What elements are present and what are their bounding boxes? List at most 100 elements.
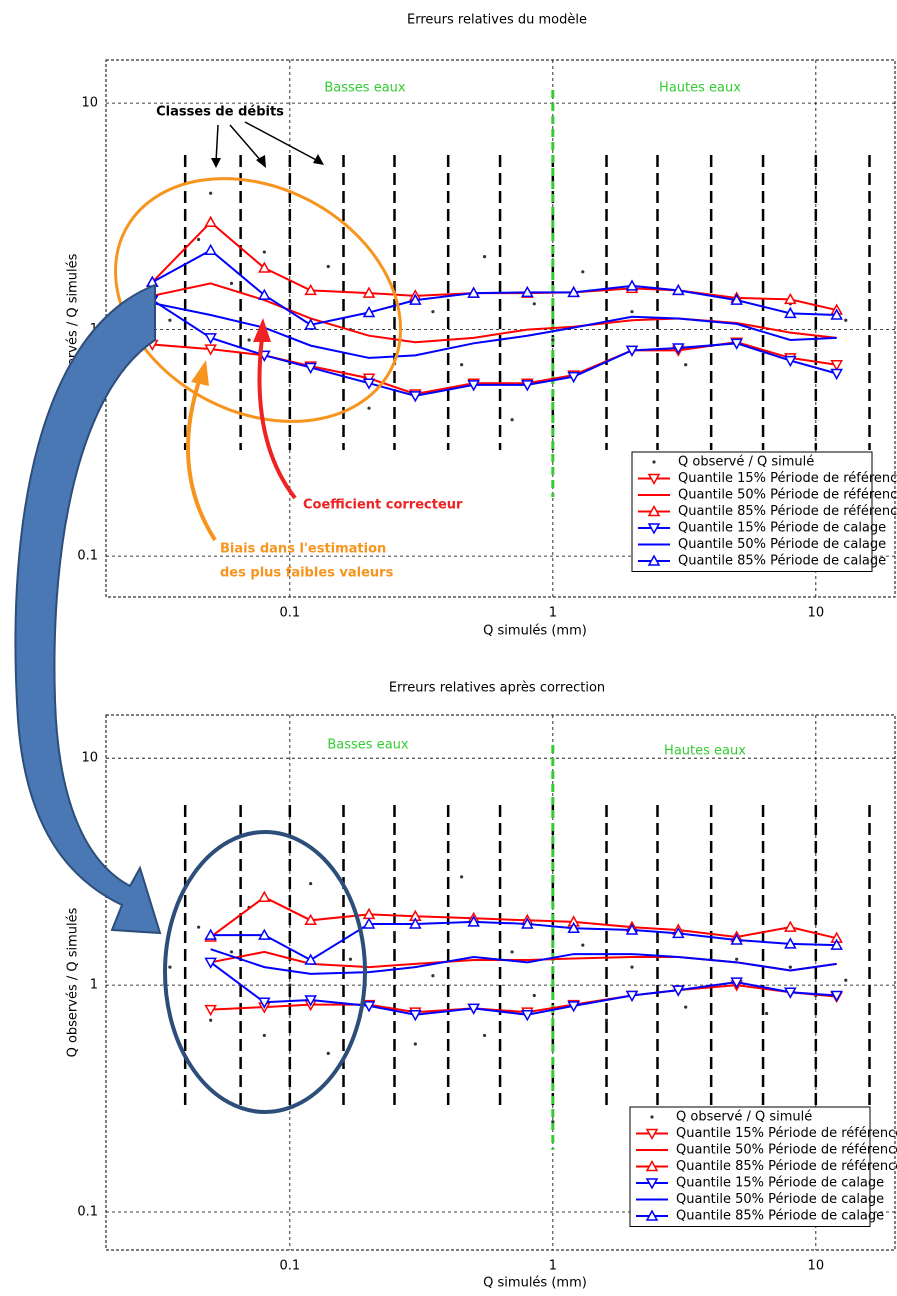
marker [204,957,217,969]
marker [467,286,480,298]
marker [204,243,217,256]
marker [645,1178,659,1190]
marker [645,1128,659,1141]
marker [567,1001,580,1013]
marker [647,554,661,566]
marker [521,285,534,298]
marker [362,1001,376,1013]
marker [258,928,271,940]
marker [784,937,797,949]
annotation: Coefficient correcteur [303,498,463,513]
marker [672,985,685,997]
point [209,191,213,195]
marker [258,261,271,273]
marker [467,380,480,392]
point [532,302,536,306]
legend-label: Quantile 50% Période de référence [678,488,897,503]
y-tick-label: 0.1 [77,1204,98,1219]
point [460,875,464,879]
y-tick-label: 10 [81,751,98,766]
legend-label: Quantile 15% Période de calage [678,521,886,536]
highlight-ellipse [163,830,367,1114]
point [247,338,251,342]
legend-label: Quantile 85% Période de référence [678,504,897,519]
point [229,281,234,285]
legend-label: Quantile 15% Période de référence [678,471,897,486]
legend-label: Q observé / Q simulé [678,455,814,470]
marker [730,933,743,945]
marker [258,997,271,1009]
point [326,1051,330,1055]
point [844,978,848,982]
point [684,363,688,367]
x-tick-label: 0.1 [279,1259,300,1274]
marker [647,523,661,535]
marker [204,1004,217,1017]
point [655,281,660,285]
point [288,302,292,306]
quantile-line [152,302,837,359]
marker [784,292,797,305]
point [229,950,234,954]
marker [567,285,580,298]
point [532,993,536,998]
curved-arrow [14,283,162,935]
marker [362,305,376,318]
arrow-heads [211,154,324,168]
point [604,1018,609,1022]
marker [672,926,685,939]
point [604,378,609,382]
marker [784,987,797,999]
legend-label: Quantile 85% Période de référence [676,1159,897,1174]
point [197,237,201,242]
point [655,937,660,941]
point [551,1120,555,1124]
marker [304,362,317,375]
point [510,950,514,954]
marker [672,343,685,355]
point [650,1115,654,1119]
point [788,965,792,969]
marker [830,308,843,320]
point [431,310,435,314]
point [413,1042,417,1046]
annotation: des plus faibles valeurs [220,566,394,581]
y-tick-label: 1 [90,978,98,993]
annotation: Hautes eaux [659,81,741,96]
legend-label: Quantile 85% Période de calage [678,554,886,569]
point [482,255,487,259]
marker [730,977,743,989]
quantile-line [151,299,837,397]
annotation: Hautes eaux [664,744,746,759]
chart-layer: 0.1 1 10 0.1 1 10 Erreurs relatives du modèle Q… [66,13,897,1291]
point [197,925,201,929]
point [844,318,848,322]
point [209,1018,213,1022]
marker [830,368,843,381]
point [630,965,634,969]
point [765,1011,769,1016]
marker [204,215,217,227]
marker [204,928,217,940]
highlight-ellipse [114,177,402,423]
marker [647,473,661,486]
marker [467,1003,480,1015]
marker [258,288,271,300]
x-tick-label: 0.1 [279,606,300,621]
point [309,882,313,886]
arrow-head [253,318,271,342]
x-tick-label: 10 [808,1259,825,1274]
point [392,931,397,935]
x-axis-label: Q simulés (mm) [483,1276,587,1291]
annotation: Basses eaux [324,81,406,96]
point [551,338,555,342]
marker [645,1159,659,1172]
point [168,965,172,969]
marker [304,913,317,926]
marker [409,293,422,305]
legend-label: Quantile 15% Période de référence [676,1126,897,1141]
point [482,1033,487,1038]
marker [258,890,271,902]
point [684,1005,688,1009]
